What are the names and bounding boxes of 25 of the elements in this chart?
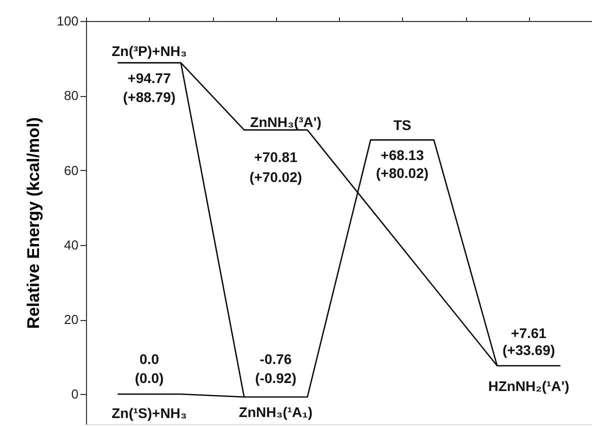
annotation: +94.77 — [128, 70, 172, 86]
annotation: (-0.92) — [255, 370, 296, 386]
y-tick-label: 20 — [64, 312, 78, 328]
annotation: +7.61 — [511, 324, 547, 341]
annotation: HZnNH₂(¹A') — [488, 378, 570, 394]
y-tick-label: 80 — [64, 88, 78, 104]
annotation: (+88.79) — [122, 88, 176, 105]
y-tick-label: 40 — [64, 237, 78, 252]
annotation: (0.0) — [134, 370, 164, 386]
annotation: 0.0 — [140, 351, 160, 368]
annotation: +70.81 — [254, 148, 298, 165]
y-tick-label: 100 — [56, 14, 78, 28]
annotation: (+33.69) — [502, 342, 556, 358]
y-axis-title: Relative Energy (kcal/mol) — [24, 117, 43, 329]
y-tick-label: 60 — [64, 162, 78, 178]
annotation: +68.13 — [380, 146, 424, 163]
annotation: (+80.02) — [376, 164, 429, 181]
annotation: TS — [393, 116, 412, 133]
annotation: (+70.02) — [249, 168, 302, 185]
annotation: ZnNH₃(¹A₁) — [238, 404, 313, 420]
annotation: Zn(³P)+NH₃ — [112, 42, 187, 59]
y-tick-label: 0 — [71, 386, 78, 402]
annotation: ZnNH₃(³A') — [250, 114, 322, 130]
annotation: Zn(¹S)+NH₃ — [112, 405, 187, 422]
annotation: -0.76 — [260, 350, 292, 367]
